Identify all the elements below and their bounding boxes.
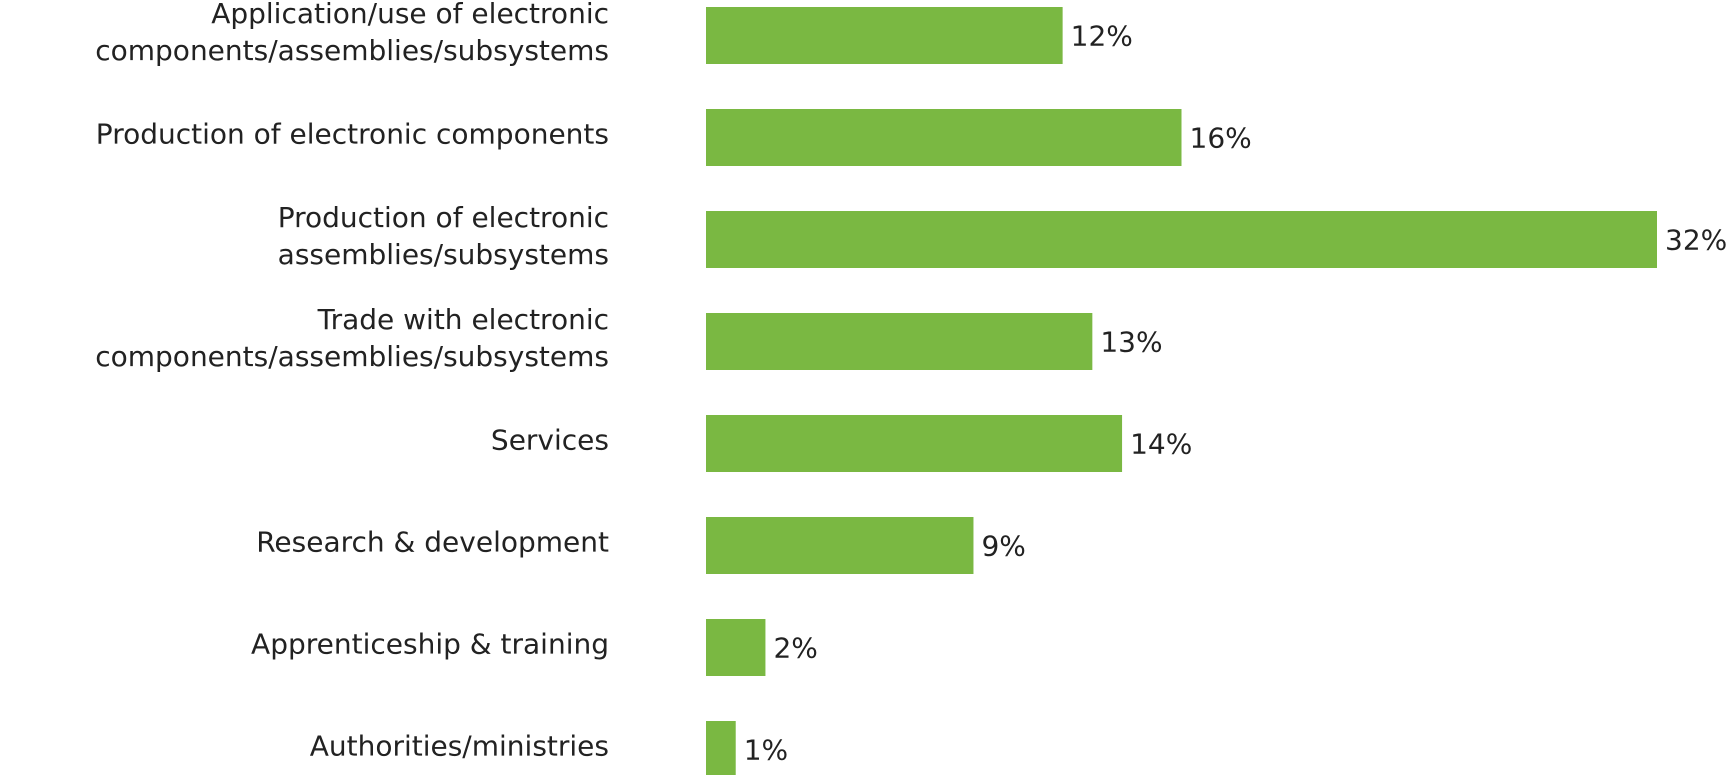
value-label: 9% bbox=[981, 530, 1025, 563]
category-label: Authorities/ministries bbox=[310, 730, 609, 763]
category-label: Production of electronic components bbox=[96, 118, 609, 151]
bar bbox=[706, 211, 1657, 268]
value-label: 12% bbox=[1071, 20, 1133, 53]
bar bbox=[706, 7, 1063, 64]
category-label: Research & development bbox=[256, 526, 609, 559]
bar bbox=[706, 415, 1123, 472]
bar bbox=[706, 313, 1093, 370]
category-labels: Application/use of electronic components/… bbox=[95, 0, 609, 763]
category-label: Trade with electronic bbox=[317, 303, 609, 336]
value-label: 2% bbox=[773, 632, 817, 665]
value-labels: 12% 16% 32% 13% 14% 9% 2% 1% bbox=[744, 20, 1728, 767]
bar bbox=[706, 109, 1182, 166]
bar bbox=[706, 721, 736, 775]
category-label: Apprenticeship & training bbox=[251, 628, 609, 661]
bar bbox=[706, 619, 766, 676]
bar bbox=[706, 517, 974, 574]
value-label: 13% bbox=[1100, 326, 1162, 359]
category-label: components/assemblies/subsystems bbox=[95, 340, 609, 373]
value-label: 14% bbox=[1130, 428, 1192, 461]
category-label: Production of electronic bbox=[278, 201, 609, 234]
value-label: 1% bbox=[744, 734, 788, 767]
value-label: 32% bbox=[1665, 224, 1727, 257]
category-label: components/assemblies/subsystems bbox=[95, 34, 609, 67]
category-label: assemblies/subsystems bbox=[278, 238, 609, 271]
value-label: 16% bbox=[1190, 122, 1252, 155]
category-label: Services bbox=[491, 424, 609, 457]
category-label: Application/use of electronic bbox=[211, 0, 609, 30]
bars bbox=[706, 7, 1657, 775]
